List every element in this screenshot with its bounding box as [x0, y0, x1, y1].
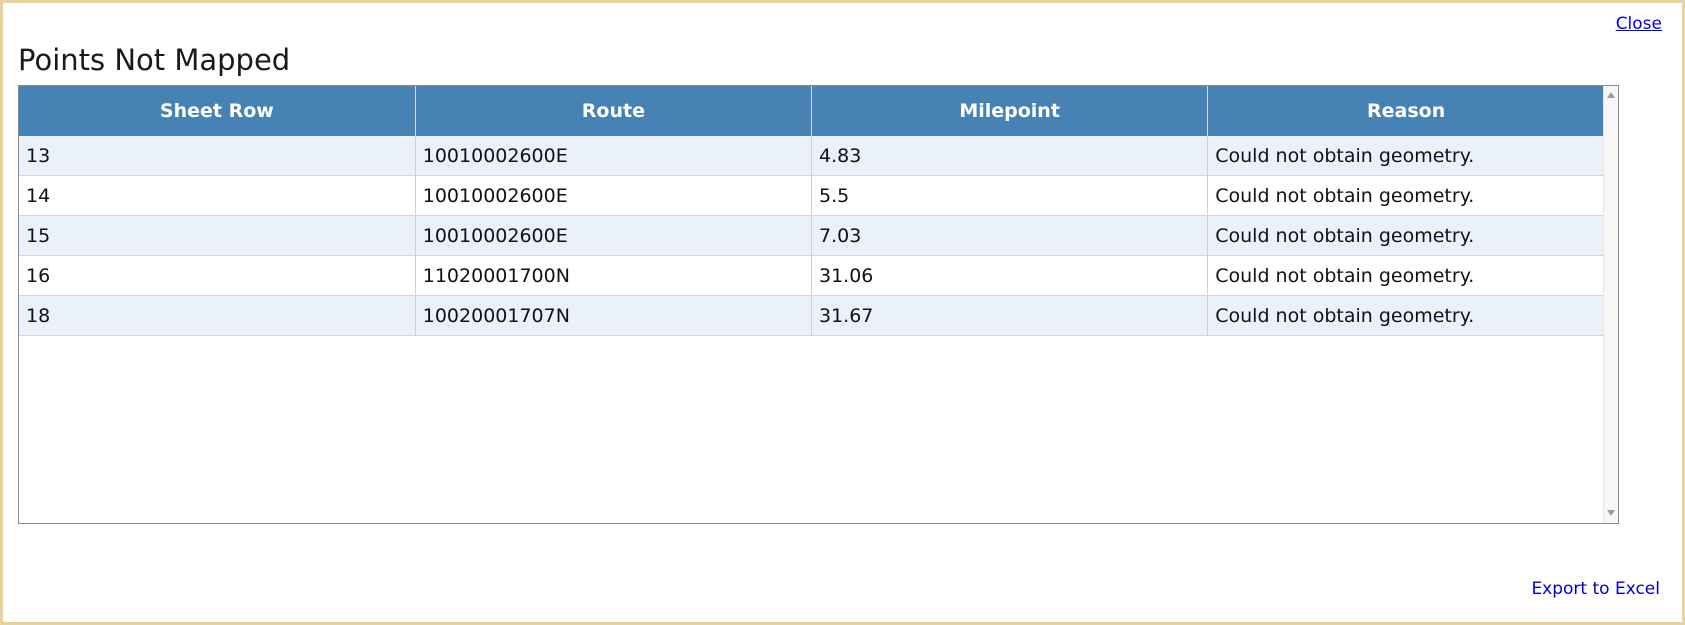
cell-reason: Could not obtain geometry. — [1207, 175, 1604, 216]
cell-sheet-row: 14 — [19, 175, 416, 216]
table-header-row: Sheet Row Route Milepoint Reason — [19, 86, 1604, 136]
cell-sheet-row: 16 — [19, 255, 416, 296]
table-row[interactable]: 18 10020001707N 31.67 Could not obtain g… — [19, 295, 1604, 336]
grid-viewport: Sheet Row Route Milepoint Reason 13 1001… — [19, 86, 1604, 523]
cell-reason: Could not obtain geometry. — [1207, 255, 1604, 296]
page-title: Points Not Mapped — [18, 43, 291, 77]
cell-route: 11020001700N — [415, 255, 813, 296]
close-link[interactable]: Close — [1615, 14, 1662, 34]
cell-milepoint: 31.06 — [811, 255, 1209, 296]
cell-route: 10020001707N — [415, 295, 813, 336]
cell-reason: Could not obtain geometry. — [1207, 295, 1604, 336]
cell-milepoint: 7.03 — [811, 215, 1209, 256]
export-to-excel-link[interactable]: Export to Excel — [1531, 579, 1660, 599]
column-header-sheet-row[interactable]: Sheet Row — [19, 86, 416, 136]
points-grid: Sheet Row Route Milepoint Reason 13 1001… — [18, 85, 1619, 524]
cell-route: 10010002600E — [415, 175, 813, 216]
cell-sheet-row: 13 — [19, 136, 416, 176]
cell-milepoint: 31.67 — [811, 295, 1209, 336]
column-header-milepoint[interactable]: Milepoint — [811, 86, 1209, 136]
table-row[interactable]: 16 11020001700N 31.06 Could not obtain g… — [19, 255, 1604, 296]
cell-sheet-row: 15 — [19, 215, 416, 256]
cell-milepoint: 5.5 — [811, 175, 1209, 216]
cell-reason: Could not obtain geometry. — [1207, 215, 1604, 256]
points-table: Sheet Row Route Milepoint Reason 13 1001… — [19, 86, 1604, 336]
cell-milepoint: 4.83 — [811, 136, 1209, 176]
table-row[interactable]: 14 10010002600E 5.5 Could not obtain geo… — [19, 175, 1604, 216]
scroll-up-arrow-icon[interactable] — [1607, 92, 1615, 98]
vertical-scrollbar[interactable] — [1603, 86, 1618, 523]
cell-sheet-row: 18 — [19, 295, 416, 336]
table-row[interactable]: 13 10010002600E 4.83 Could not obtain ge… — [19, 136, 1604, 176]
cell-route: 10010002600E — [415, 136, 813, 176]
cell-route: 10010002600E — [415, 215, 813, 256]
table-row[interactable]: 15 10010002600E 7.03 Could not obtain ge… — [19, 215, 1604, 256]
cell-reason: Could not obtain geometry. — [1207, 136, 1604, 176]
scroll-down-arrow-icon[interactable] — [1607, 510, 1615, 516]
column-header-reason[interactable]: Reason — [1207, 86, 1604, 136]
column-header-route[interactable]: Route — [415, 86, 813, 136]
